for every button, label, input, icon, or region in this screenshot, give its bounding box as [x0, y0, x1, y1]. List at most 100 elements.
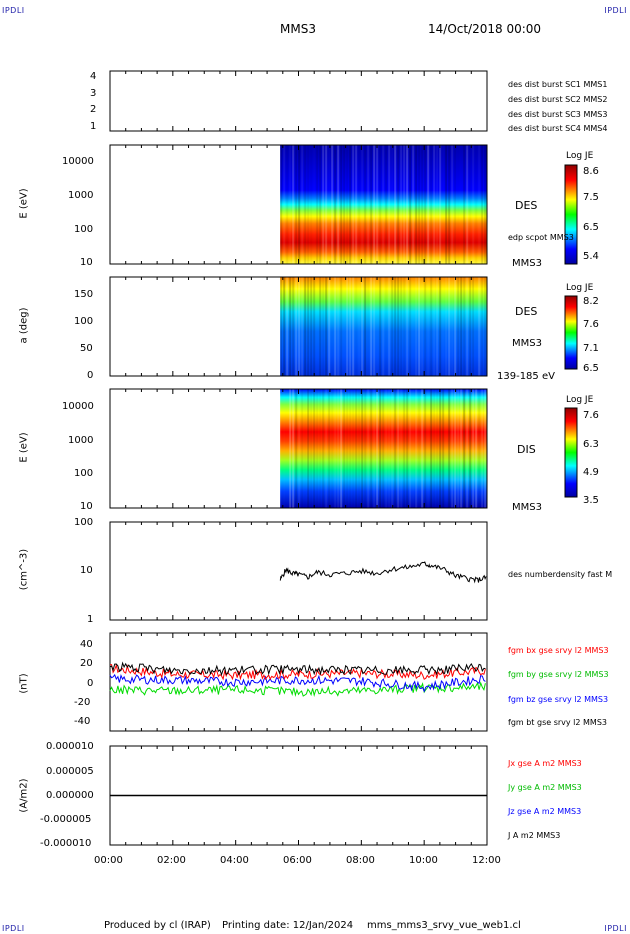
footer-printing-date: Printing date: 12/Jan/2024: [222, 920, 354, 931]
heatmap-des-pitch-stripe: [484, 277, 487, 376]
heatmap-dis-energy-stripe: [310, 389, 313, 508]
heatmap-des-energy-stripe: [433, 145, 436, 264]
heatmap-des-energy-stripe: [463, 145, 466, 264]
heatmap-dis-energy-stripe: [346, 389, 349, 508]
heatmap-des-energy-stripe: [442, 145, 444, 264]
colorbar-title-des-energy: Log JE: [566, 151, 594, 161]
label-edp-scpot: edp scpot MMS3: [508, 233, 574, 242]
heatmap-des-pitch-stripe: [328, 277, 331, 376]
heatmap-dis-energy-stripe: [466, 389, 469, 508]
heatmap-des-energy-stripe: [376, 145, 379, 264]
heatmap-des-pitch-stripe: [442, 277, 444, 376]
heatmap-dis-energy-stripe: [484, 389, 487, 508]
heatmap-des-pitch-stripe: [361, 277, 364, 376]
ytick-j-4: -0.000010: [40, 838, 92, 849]
heatmap-des-energy-stripe: [301, 145, 304, 264]
ytick-burst-1: 1: [90, 121, 97, 132]
heatmap-dis-energy-stripe: [412, 389, 414, 508]
ytick-density-100: 100: [74, 517, 94, 528]
heatmap-dis-energy-stripe: [292, 389, 295, 508]
ytick-dis-1000: 1000: [68, 435, 94, 446]
heatmap-des-energy-stripe: [424, 145, 427, 264]
legend-bz: fgm bz gse srvy l2 MMS3: [508, 695, 609, 704]
heatmap-des-energy-stripe: [346, 145, 349, 264]
heatmap-dis-energy-stripe: [298, 389, 301, 508]
ylabel-des-energy: E (eV): [18, 188, 30, 219]
label-energy-range: 139-185 eV: [497, 371, 555, 382]
heatmap-dis-energy-stripe: [418, 389, 421, 508]
heatmap-dis-energy-stripe: [319, 389, 322, 508]
heatmap-des-energy-stripe: [331, 145, 334, 264]
heatmap-des-pitch-stripe: [337, 277, 340, 376]
colorbar-1: [564, 295, 578, 370]
series-bz: [109, 673, 486, 693]
heatmap-dis-energy-stripe: [385, 389, 388, 508]
heatmap-des-pitch-stripe: [289, 277, 292, 376]
spacecraft-title: MMS3: [280, 22, 316, 36]
series-bt: [109, 661, 486, 677]
legend-jz: Jz gse A m2 MMS3: [508, 807, 582, 816]
heatmap-des-energy-stripe: [481, 145, 484, 264]
heatmap-dis-energy-stripe: [394, 389, 397, 508]
xtick-1000: 10:00: [409, 855, 438, 866]
heatmap-des-energy-stripe: [322, 145, 325, 264]
heatmap-des-energy-stripe: [373, 145, 376, 264]
ytick-des-10000: 10000: [62, 156, 94, 167]
ytick-j-1: 0.000005: [46, 766, 94, 777]
colorbar-tick-pitch-0: 8.2: [583, 296, 599, 307]
heatmap-des-energy-stripe: [457, 145, 459, 264]
heatmap-des-pitch-stripe: [385, 277, 387, 376]
heatmap-dis-energy-stripe: [349, 389, 352, 508]
heatmap-dis-energy-stripe: [364, 389, 367, 508]
date-title: 14/Oct/2018 00:00: [428, 22, 542, 36]
heatmap-dis-energy-stripe: [304, 389, 306, 508]
heatmap-des-energy-stripe: [316, 145, 319, 264]
heatmap-dis-energy-stripe: [313, 389, 316, 508]
heatmap-dis-energy-stripe: [331, 389, 334, 508]
ytick-burst-2: 2: [90, 104, 97, 115]
heatmap-des-energy-stripe: [451, 145, 454, 264]
ytick-pitch-100: 100: [74, 316, 94, 327]
corner-mark-bottom-left: IPDLI: [2, 924, 25, 933]
heatmap-des-pitch-stripe: [472, 277, 475, 376]
colorbar-title-pitch: Log JE: [566, 283, 594, 293]
heatmap-dis-energy-stripe: [361, 389, 364, 508]
series-density: [279, 561, 487, 584]
heatmap-dis-energy-stripe: [475, 389, 478, 508]
heatmap-des-pitch-stripe: [370, 277, 373, 376]
ytick-des-10: 10: [80, 257, 93, 268]
heatmap-dis-energy-stripe: [451, 389, 454, 508]
heatmap-des-energy-stripe: [370, 145, 373, 264]
heatmap-des-energy-stripe: [352, 145, 355, 264]
heatmap-des-energy-stripe: [478, 145, 481, 264]
heatmap-dis-energy-stripe: [370, 389, 373, 508]
heatmap-dis-energy-stripe: [400, 389, 403, 508]
xtick-0600: 06:00: [283, 855, 312, 866]
heatmap-des-energy-stripe: [283, 145, 286, 264]
heatmap-des-energy-stripe: [475, 145, 477, 264]
heatmap-des-pitch-stripe: [373, 277, 376, 376]
heatmap-dis-energy-stripe: [439, 389, 442, 508]
label-pitch-mms3: MMS3: [512, 338, 542, 349]
heatmap-des-energy-stripe: [361, 145, 364, 264]
legend-jx: Jx gse A m2 MMS3: [508, 759, 582, 768]
colorbar-tick-des-energy-3: 5.4: [583, 251, 599, 262]
colorbar-tick-des-energy-0: 8.6: [583, 166, 599, 177]
colorbar-tick-pitch-1: 7.6: [583, 319, 599, 330]
heatmap-des-pitch-stripe: [397, 277, 400, 376]
heatmap-des-pitch-stripe: [313, 277, 316, 376]
ytick-density-10: 10: [80, 565, 93, 576]
colorbar-tick-dis-2: 4.9: [583, 467, 599, 478]
heatmap-dis-energy-stripe: [373, 389, 376, 508]
heatmap-des-energy-stripe: [358, 145, 361, 264]
heatmap-des-energy-stripe: [319, 145, 322, 264]
heatmap-des-energy-stripe: [349, 145, 352, 264]
panel-burst-frame: [109, 70, 488, 132]
heatmap-des-energy-stripe: [403, 145, 406, 264]
heatmap-dis-energy-stripe: [379, 389, 382, 508]
heatmap-layer: [280, 145, 487, 508]
heatmap-dis-energy-stripe: [337, 389, 340, 508]
heatmap-des-energy-stripe: [289, 145, 292, 264]
ytick-burst-4: 4: [90, 71, 97, 82]
heatmap-dis-energy-stripe: [436, 389, 439, 508]
